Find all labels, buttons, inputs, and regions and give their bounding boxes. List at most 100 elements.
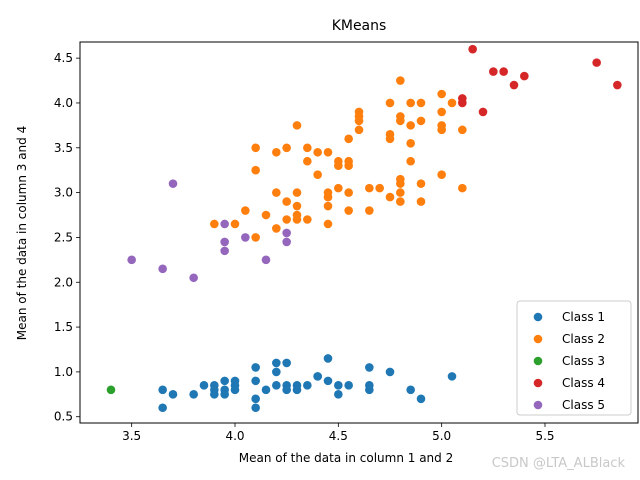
class-4-point (499, 67, 508, 76)
class-2-point (406, 156, 415, 166)
class-1-point (334, 390, 343, 399)
class-2-point (396, 116, 405, 126)
class-1-point (334, 381, 343, 390)
chart-legend: Class 1 Class 2 Class 3 Class 4 Class 5 (516, 300, 632, 416)
class-5-point (220, 246, 229, 256)
class-1-point (251, 363, 260, 372)
class-2-point (416, 197, 426, 206)
class-2-point (292, 201, 302, 211)
class-1-point (220, 376, 229, 386)
class-4-point (509, 80, 519, 90)
legend-marker-class-2 (533, 334, 543, 344)
legend-marker-class-5 (533, 400, 543, 410)
x-tick-label: 5.0 (432, 429, 451, 443)
class-2-point (375, 183, 384, 193)
class-1-point (230, 385, 240, 395)
class-2-point (344, 206, 353, 215)
class-2-point (416, 98, 426, 108)
plot-frame (79, 41, 639, 424)
class-2-point (303, 156, 312, 166)
class-1-point (272, 381, 281, 390)
class-2-point (292, 215, 302, 224)
class-2-point (354, 125, 364, 135)
class-2-point (365, 183, 374, 193)
class-2-point (437, 107, 446, 117)
legend-label-class-3: Class 3 (562, 354, 605, 368)
y-axis-label: Mean of the data in column 3 and 4 (15, 126, 29, 340)
class-1-point (406, 385, 415, 395)
class-1-point (313, 372, 322, 381)
class-2-point (323, 201, 333, 211)
class-2-point (230, 219, 240, 229)
class-2-point (210, 219, 219, 229)
class-2-point (323, 147, 333, 157)
x-tick-label: 4.5 (329, 429, 348, 443)
class-1-point (168, 390, 178, 399)
class-4-point (520, 71, 529, 81)
class-2-point (344, 134, 353, 144)
class-2-point (458, 125, 467, 135)
class-1-point (272, 367, 281, 377)
class-1-point (447, 372, 457, 381)
class-2-point (385, 192, 395, 202)
legend-marker-class-3 (533, 356, 543, 366)
class-5-point (158, 264, 167, 274)
class-2-point (272, 224, 281, 233)
class-5-point (220, 237, 229, 247)
class-4-point (468, 44, 477, 54)
class-2-point (282, 197, 291, 206)
class-1-point (365, 385, 374, 395)
class-2-point (251, 165, 260, 175)
class-2-point (385, 134, 395, 144)
data-points (106, 44, 622, 413)
class-5-point (282, 237, 291, 247)
class-5-point (241, 233, 250, 242)
class-5-point (261, 255, 271, 265)
class-2-point (437, 170, 446, 179)
class-1-point (282, 385, 291, 395)
class-2-point (282, 143, 291, 153)
class-2-point (323, 192, 333, 202)
legend-label-class-5: Class 5 (562, 398, 605, 412)
class-5-point (220, 219, 229, 229)
class-2-point (334, 161, 343, 171)
class-3-point (106, 385, 116, 395)
class-1-point (416, 394, 426, 404)
class-1-point (158, 403, 167, 413)
class-2-point (303, 215, 312, 224)
class-1-point (158, 385, 167, 395)
class-1-point (344, 381, 353, 390)
class-1-point (323, 376, 333, 386)
class-2-point (396, 76, 405, 85)
x-tick-label: 3.5 (122, 429, 141, 443)
y-tick-label: 1.5 (54, 320, 73, 334)
class-1-point (210, 390, 219, 399)
class-4-point (478, 107, 488, 117)
class-5-point (189, 273, 198, 283)
legend-marker-class-1 (533, 312, 543, 322)
class-2-point (344, 188, 353, 197)
x-tick-label: 4.0 (225, 429, 244, 443)
class-2-point (406, 139, 415, 148)
legend-label-class-1: Class 1 (562, 310, 605, 324)
class-2-point (416, 179, 426, 188)
y-tick-label: 4.5 (54, 51, 73, 65)
class-1-point (272, 358, 281, 368)
class-1-point (251, 394, 260, 404)
class-2-point (406, 98, 415, 108)
class-2-point (385, 98, 395, 108)
class-2-point (292, 188, 302, 197)
class-4-point (489, 67, 498, 76)
x-tick-label: 5.5 (535, 429, 554, 443)
class-2-point (282, 215, 291, 224)
class-2-point (313, 170, 322, 179)
class-2-point (354, 116, 364, 126)
class-1-point (189, 390, 198, 399)
class-1-point (385, 367, 395, 377)
class-1-point (292, 385, 302, 395)
class-1-point (220, 390, 229, 399)
class-2-point (458, 183, 467, 193)
class-1-point (365, 363, 374, 372)
class-2-point (344, 161, 353, 171)
